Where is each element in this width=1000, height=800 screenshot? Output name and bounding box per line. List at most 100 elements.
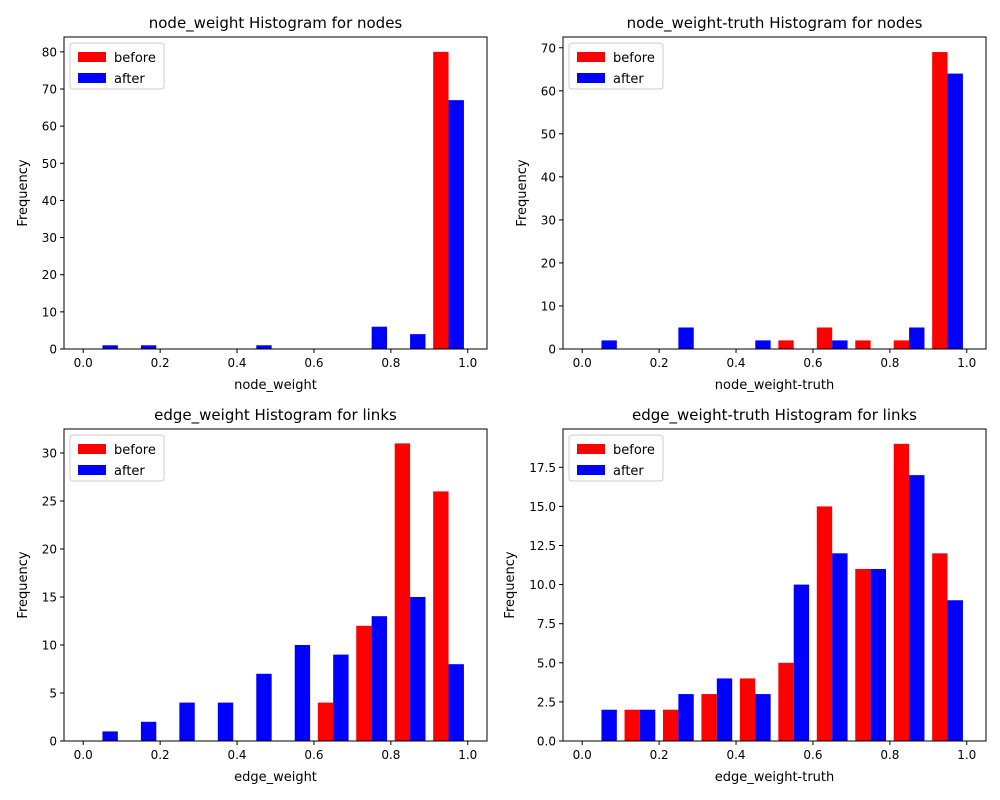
y-tick-label: 70 [541,41,556,55]
x-tick-label: 0.0 [573,748,592,762]
bar-after-bin-6 [294,645,311,741]
x-axis-label: node_weight [234,378,317,393]
chart-panel-3: 0.0 0.2 0.4 0.6 0.8 1.0 0 5 10 15 20 25 30 edge_weigh… [16,406,488,785]
chart-title: edge_weight Histogram for links [154,406,397,425]
bar-before-bin-9 [893,443,910,741]
bar-after-bin-5 [755,340,771,349]
x-tick-label: 1.0 [458,748,477,762]
legend-swatch-after [78,73,106,83]
y-tick-label: 20 [541,256,556,270]
x-tick-label: 0.6 [803,748,822,762]
bar-after-bin-1 [601,340,617,349]
chart-panel-4: 0.0 0.2 0.4 0.6 0.8 1.0 0.0 2.5 5.0 7.5 10.0 12.5 15… [503,406,987,785]
bar-before-bin-7 [317,702,334,741]
legend: before after [568,42,664,90]
bar-before-bin-8 [356,625,372,741]
legend-swatch-before [78,444,106,454]
x-tick-label: 0.6 [803,356,822,370]
bar-before-bin-4 [701,694,717,741]
legend: before after [69,42,165,90]
y-axis-label: Frequency [16,159,31,226]
legend-swatch-before [577,444,605,454]
bar-after-bin-2 [639,709,656,741]
bar-after-bin-4 [217,702,234,741]
y-tick-label: 30 [42,231,57,245]
bar-before-bin-10 [932,553,948,741]
x-tick-label: 0.8 [880,748,899,762]
bar-after-bin-7 [832,340,848,349]
y-tick-label: 17.5 [529,461,556,475]
legend-label-before: before [613,51,655,66]
axes-frame [562,36,987,350]
bar-before-bin-7 [816,506,833,741]
x-tick-label: 0.0 [573,356,592,370]
bar-before-bin-3 [662,709,679,741]
x-tick-label: 0.2 [650,748,669,762]
y-tick-label: 30 [42,447,57,461]
y-tick-label: 40 [42,194,57,208]
legend: before after [568,434,664,482]
bar-after-bin-9 [909,327,925,349]
bar-after-bin-2 [140,721,157,741]
legend-label-before: before [114,443,156,458]
bar-before-bin-2 [624,709,640,741]
y-tick-label: 10 [42,639,57,653]
x-axis-label: edge_weight-truth [715,770,835,785]
bar-after-bin-8 [371,616,388,741]
y-axis-label: Frequency [515,159,530,226]
bar-before-bin-8 [855,568,871,741]
y-tick-label: 10 [42,305,57,319]
legend-swatch-after [577,73,605,83]
y-tick-label: 20 [42,268,57,282]
x-tick-label: 0.4 [227,356,246,370]
legend: before after [69,434,165,482]
x-axis-label: node_weight-truth [715,378,834,393]
y-tick-label: 2.5 [537,695,556,709]
x-tick-label: 0.8 [880,356,899,370]
x-tick-label: 0.8 [381,748,400,762]
axes-frame [63,36,488,350]
bar-after-bin-3 [678,327,694,349]
bar-after-bin-9 [909,475,925,741]
x-tick-label: 0.4 [726,748,745,762]
chart-title: edge_weight-truth Histogram for links [632,406,917,425]
bar-after-bin-1 [102,345,118,349]
x-tick-label: 0.0 [74,748,93,762]
y-tick-label: 25 [42,495,57,509]
bar-after-bin-10 [448,100,464,350]
x-tick-label: 0.8 [381,356,400,370]
bar-after-bin-10 [947,600,963,741]
x-tick-label: 0.6 [304,356,323,370]
bar-after-bin-10 [947,73,963,349]
y-tick-label: 30 [541,213,556,227]
bar-after-bin-1 [601,709,617,741]
x-tick-label: 0.2 [151,356,170,370]
chart-title: node_weight Histogram for nodes [149,14,403,33]
bar-before-bin-5 [739,678,756,741]
y-tick-label: 0 [49,735,57,749]
bar-after-bin-5 [256,673,272,741]
x-tick-label: 1.0 [957,356,976,370]
y-tick-label: 12.5 [529,539,556,553]
y-tick-label: 70 [42,83,57,97]
legend-label-after: after [114,72,145,87]
legend-label-before: before [114,51,156,66]
chart-panel-1: 0.0 0.2 0.4 0.6 0.8 1.0 0 10 20 30 40 50 60 70 80 node_… [16,14,488,393]
x-tick-label: 0.0 [74,356,93,370]
x-tick-label: 0.2 [151,748,170,762]
y-tick-label: 10 [541,299,556,313]
bar-after-bin-4 [716,678,733,741]
x-tick-label: 1.0 [957,748,976,762]
bar-before-bin-6 [778,662,794,741]
y-tick-label: 0 [49,343,57,357]
bar-after-bin-3 [678,694,694,741]
y-tick-label: 40 [541,170,556,184]
bar-before-bin-10 [433,491,449,741]
bar-after-bin-7 [832,553,848,741]
legend-swatch-before [577,52,605,62]
bar-after-bin-6 [793,584,810,741]
y-tick-label: 5 [49,687,57,701]
y-tick-label: 10.0 [529,578,556,592]
